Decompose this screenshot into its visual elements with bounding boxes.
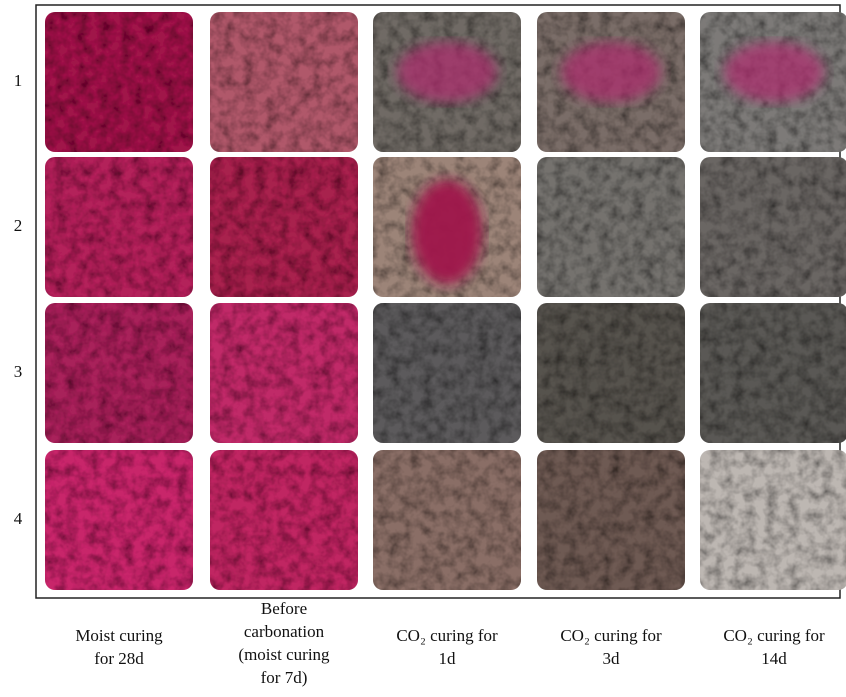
- row-label: 1: [14, 71, 23, 90]
- sample-photo: [537, 450, 685, 590]
- sample-photo: [45, 450, 193, 590]
- column-label: CO₂ curing for: [560, 626, 662, 645]
- column-label: (moist curing: [238, 645, 330, 664]
- sample-photo: [210, 303, 358, 443]
- sample-photo: [373, 450, 521, 590]
- column-label: for 7d): [261, 668, 308, 687]
- pink-stain: [561, 42, 661, 102]
- frame: [35, 4, 841, 599]
- sample-photo: [537, 157, 685, 297]
- column-label: 1d: [439, 649, 457, 668]
- pink-stain: [412, 180, 482, 284]
- row-label: 3: [14, 362, 23, 381]
- sample-photo: [45, 12, 193, 152]
- sample-photo: [210, 157, 358, 297]
- column-label: 14d: [761, 649, 787, 668]
- pink-stain: [724, 42, 824, 102]
- column-label: Moist curing: [75, 626, 163, 645]
- sample-photo: [700, 303, 846, 443]
- sample-photo: [45, 157, 193, 297]
- sample-photo: [373, 303, 521, 443]
- sample-photo: [700, 450, 846, 590]
- pink-stain: [397, 42, 497, 102]
- row-label: 2: [14, 216, 23, 235]
- sample-photo: [537, 303, 685, 443]
- sample-photo: [700, 157, 846, 297]
- column-label: 3d: [603, 649, 621, 668]
- column-label: for 28d: [94, 649, 144, 668]
- column-label: CO₂ curing for: [723, 626, 825, 645]
- column-label: Before: [261, 599, 307, 618]
- column-label: carbonation: [244, 622, 325, 641]
- column-label: CO₂ curing for: [396, 626, 498, 645]
- sample-photo: [210, 450, 358, 590]
- sample-photo: [210, 12, 358, 152]
- row-label: 4: [14, 509, 23, 528]
- sample-photo: [45, 303, 193, 443]
